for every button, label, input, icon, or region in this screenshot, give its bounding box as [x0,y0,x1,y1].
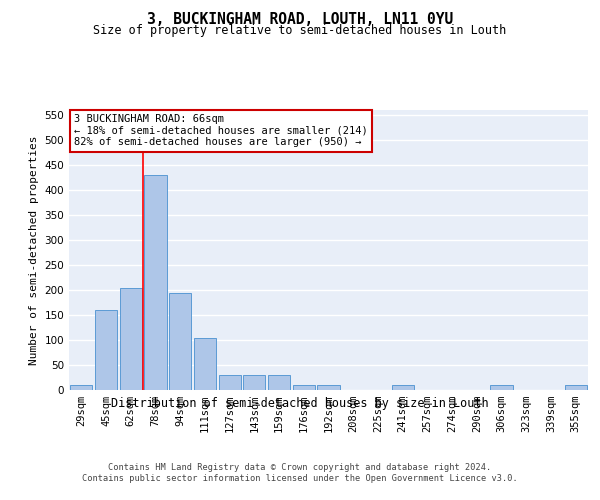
Bar [169,292,191,390]
Bar [243,375,265,390]
Bar [95,310,117,390]
Bar [565,385,587,390]
Bar [145,175,167,390]
Bar [218,375,241,390]
Text: 3, BUCKINGHAM ROAD, LOUTH, LN11 0YU: 3, BUCKINGHAM ROAD, LOUTH, LN11 0YU [147,12,453,28]
Bar [490,385,512,390]
Bar [293,385,315,390]
Bar [317,385,340,390]
Text: Contains public sector information licensed under the Open Government Licence v3: Contains public sector information licen… [82,474,518,483]
Bar [392,385,414,390]
Text: 3 BUCKINGHAM ROAD: 66sqm
← 18% of semi-detached houses are smaller (214)
82% of : 3 BUCKINGHAM ROAD: 66sqm ← 18% of semi-d… [74,114,368,148]
Text: Distribution of semi-detached houses by size in Louth: Distribution of semi-detached houses by … [111,398,489,410]
Text: Contains HM Land Registry data © Crown copyright and database right 2024.: Contains HM Land Registry data © Crown c… [109,462,491,471]
Text: Size of property relative to semi-detached houses in Louth: Size of property relative to semi-detach… [94,24,506,37]
Bar [268,375,290,390]
Bar [119,288,142,390]
Y-axis label: Number of semi-detached properties: Number of semi-detached properties [29,135,39,365]
Bar [194,338,216,390]
Bar [70,385,92,390]
